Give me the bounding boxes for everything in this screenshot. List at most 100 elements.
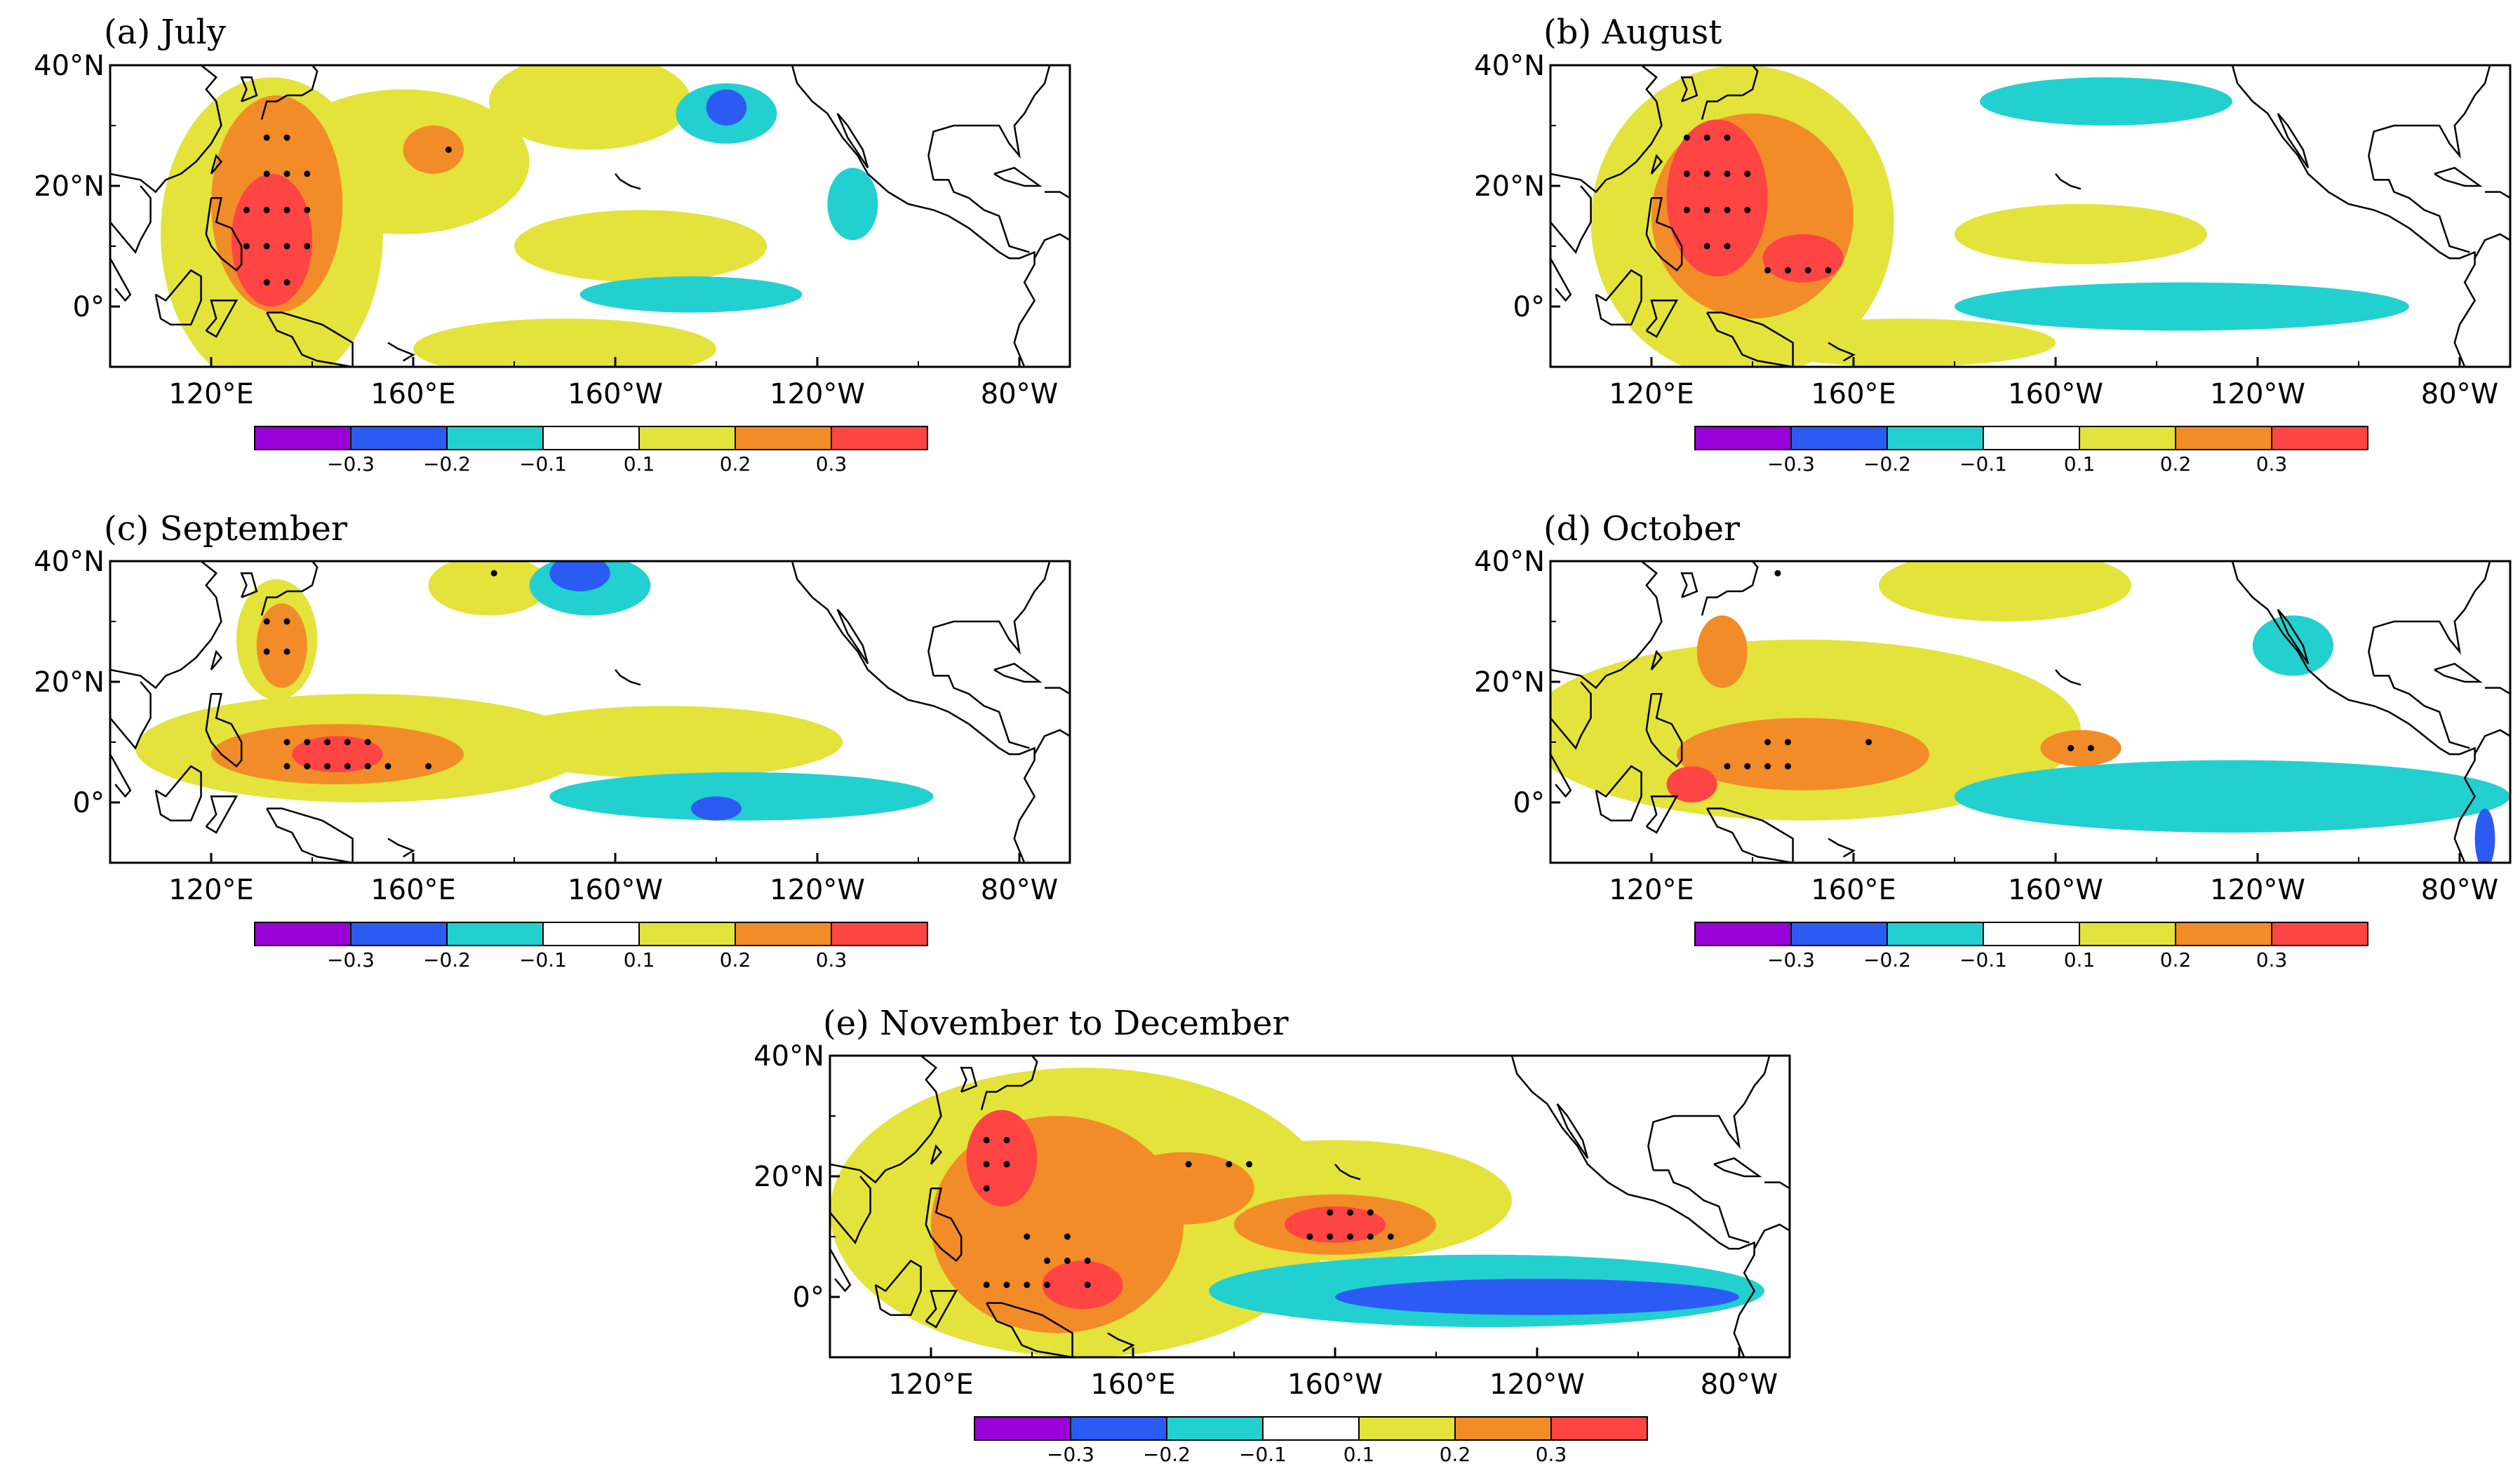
colorbar-label: −0.3: [1767, 948, 1815, 971]
significance-dot: [1003, 1282, 1010, 1289]
significance-dot: [324, 762, 331, 769]
y-tick-label: 40°N: [1474, 50, 1545, 82]
significance-dot: [283, 243, 290, 250]
x-tick-label: 120°E: [1609, 378, 1694, 410]
significance-dot: [304, 206, 311, 213]
coastline: [960, 1066, 978, 1093]
significance-dot: [425, 762, 432, 769]
anomaly-region: [691, 796, 742, 821]
colorbar-label: 0.3: [816, 452, 847, 476]
significance-dot: [983, 1185, 990, 1192]
colorbar-swatch: [1886, 922, 1984, 946]
significance-dot: [1347, 1209, 1354, 1216]
coastline: [2277, 608, 2310, 664]
coastline: [2485, 687, 2510, 695]
panel-b: (b) August 120°E 160°E 160°W 120°W 80°W 40°N 2…: [1474, 13, 2512, 476]
x-tick-label: 120°W: [770, 874, 865, 906]
coastline: [1706, 807, 1794, 863]
colorbar-swatch: [542, 426, 640, 450]
coastline: [205, 300, 239, 338]
anomaly-region: [413, 318, 716, 367]
significance-dot: [1347, 1233, 1354, 1240]
significance-dot: [344, 762, 351, 769]
x-tick-label: 160°E: [370, 874, 456, 906]
colorbar-label: 0.2: [2160, 948, 2192, 971]
significance-dot: [263, 206, 270, 213]
coastline: [1550, 257, 1572, 302]
coastline: [110, 753, 132, 798]
coastline: [1764, 1181, 1790, 1190]
coastline: [2055, 173, 2082, 190]
x-tick-label: 160°W: [568, 378, 663, 410]
coastline: [260, 65, 319, 120]
y-tick-label: 20°N: [34, 170, 105, 203]
coastline: [1334, 1163, 1361, 1181]
anomaly-region: [706, 89, 747, 126]
x-tick-label: 120°W: [2210, 378, 2305, 410]
y-tick-label: 0°: [73, 787, 105, 819]
y-tick-label: 20°N: [34, 666, 105, 699]
significance-dot: [1327, 1209, 1334, 1216]
coastline: [110, 681, 152, 750]
significance-dot: [304, 739, 311, 746]
anomaly-region: [2040, 729, 2122, 767]
colorbar-label: −0.3: [327, 948, 375, 971]
x-tick-label: 80°W: [2421, 874, 2498, 906]
coastline: [2474, 729, 2510, 755]
significance-dot: [1764, 267, 1771, 274]
colorbar-label: −0.2: [423, 948, 471, 971]
coastline: [615, 173, 641, 190]
colorbar-swatch: [350, 426, 448, 450]
significance-dot: [1703, 243, 1710, 250]
coastline: [830, 1176, 871, 1244]
coastline: [1753, 1223, 1790, 1249]
significance-dot: [283, 279, 290, 286]
coastline: [1033, 729, 1070, 755]
colorbar-label: 0.3: [2256, 948, 2288, 971]
y-tick-label: 40°N: [34, 50, 105, 82]
significance-dot: [983, 1161, 990, 1168]
colorbar-swatch: [1983, 426, 2080, 450]
coastline: [110, 257, 132, 302]
coastline: [933, 179, 1030, 253]
coastline: [1828, 342, 1856, 362]
significance-dot: [1865, 739, 1872, 746]
significance-dot: [263, 618, 270, 625]
significance-dot: [1064, 1233, 1071, 1240]
significance-dot: [304, 762, 311, 769]
significance-dot: [1825, 267, 1832, 274]
coastline: [830, 1248, 852, 1293]
anomaly-region: [403, 126, 464, 174]
significance-dot: [2067, 745, 2075, 752]
coastline: [1595, 765, 1642, 822]
colorbar-label: −0.2: [1863, 452, 1911, 476]
x-tick-label: 80°W: [981, 378, 1058, 410]
anomaly-region: [514, 210, 767, 283]
significance-dot: [1784, 762, 1791, 769]
anomaly-region: [1879, 561, 2131, 621]
coastline: [1647, 1056, 1771, 1171]
x-tick-label: 160°E: [1090, 1368, 1176, 1401]
coastline: [2434, 662, 2483, 683]
x-tick-label: 120°W: [770, 378, 865, 410]
significance-dot: [1724, 243, 1731, 250]
coastline: [1645, 795, 1679, 834]
coastline: [210, 154, 223, 175]
coastline: [205, 196, 243, 272]
coastline: [2474, 233, 2510, 259]
significance-dot: [1024, 1282, 1031, 1289]
x-tick-label: 120°W: [2210, 874, 2305, 906]
significance-dot: [1367, 1209, 1374, 1216]
y-tick-label: 0°: [1513, 291, 1545, 323]
significance-dot: [304, 243, 311, 250]
significance-dot: [1774, 570, 1781, 577]
colorbar-label: −0.2: [423, 452, 471, 476]
significance-dot: [1064, 1257, 1071, 1264]
x-tick-label: 80°W: [1701, 1368, 1778, 1401]
x-tick-label: 120°E: [1609, 874, 1694, 906]
y-tick-label: 0°: [73, 291, 105, 323]
significance-dot: [283, 170, 290, 177]
coastline: [980, 1056, 1038, 1110]
coastline: [791, 65, 1036, 367]
colorbar-label: 0.2: [2160, 452, 2192, 476]
